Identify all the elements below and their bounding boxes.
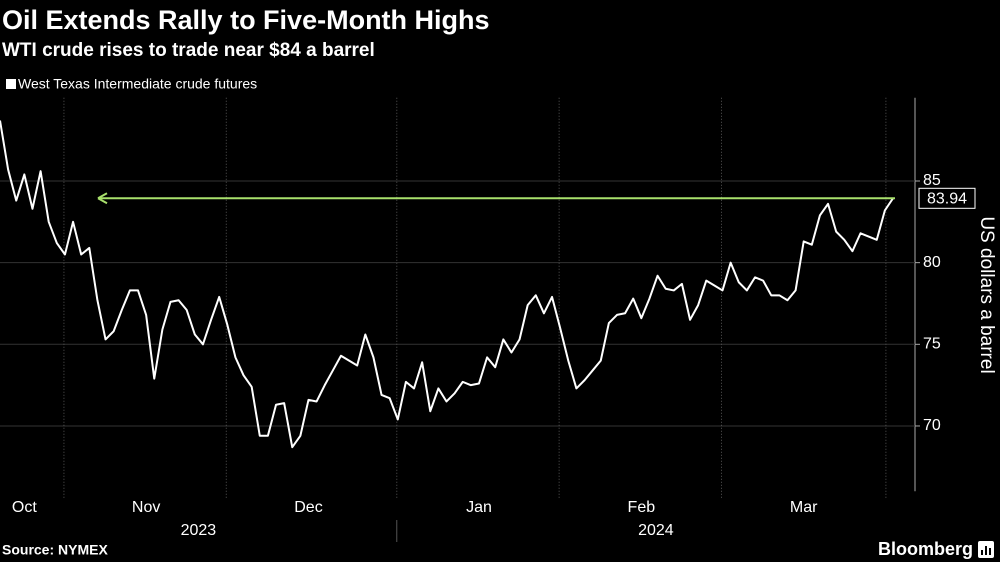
x-tick-label: Nov (132, 499, 160, 516)
legend-swatch (6, 79, 16, 89)
x-tick-label: Mar (790, 499, 818, 516)
last-value-box (918, 187, 976, 209)
source: Source: NYMEX (2, 542, 108, 558)
x-group-label: 2023 (181, 522, 217, 539)
y-tick-label: 70 (923, 417, 941, 434)
annotation-arrowhead (97, 192, 108, 205)
y-axis-label: US dollars a barrel (976, 216, 997, 373)
chart-title: Oil Extends Rally to Five-Month Highs (2, 5, 490, 35)
last-value-label: 83.94 (927, 191, 967, 208)
x-tick-label: Jan (466, 499, 492, 516)
y-tick-label: 80 (923, 254, 941, 271)
x-tick-label: Feb (628, 499, 656, 516)
legend-label: West Texas Intermediate crude futures (18, 76, 257, 92)
brand-icon (978, 541, 994, 558)
y-tick-label: 85 (923, 172, 941, 189)
x-group-label: 2024 (638, 522, 674, 539)
brand: Bloomberg (878, 539, 973, 559)
y-tick-label: 75 (923, 336, 941, 353)
x-tick-label: Dec (294, 499, 322, 516)
chart-subtitle: WTI crude rises to trade near $84 a barr… (2, 40, 375, 61)
x-tick-label: Oct (12, 499, 37, 516)
series-line (0, 120, 894, 449)
